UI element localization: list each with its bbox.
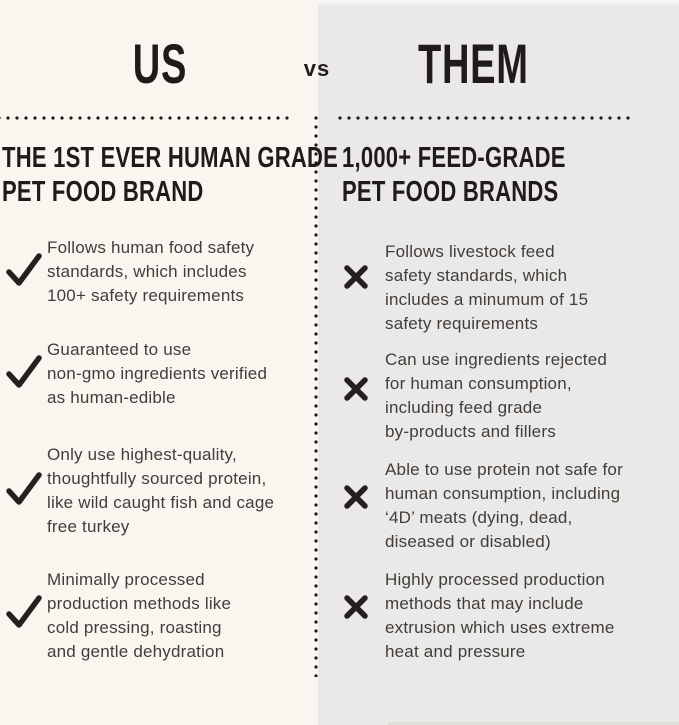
list-item: Minimally processed production methods l…	[0, 568, 318, 664]
us-title-text: US	[132, 32, 188, 95]
check-icon	[4, 592, 44, 632]
cross-icon	[343, 376, 369, 402]
bullet-text: Able to use protein not safe for human c…	[385, 460, 623, 551]
list-item: Only use highest-quality, thoughtfully s…	[0, 443, 318, 539]
them-title-text: THEM	[417, 32, 529, 95]
check-icon	[4, 250, 44, 290]
them-title: THEM	[313, 36, 633, 92]
list-item: Highly processed production methods that…	[318, 568, 679, 664]
us-title: US	[0, 36, 320, 92]
panel-bottom-edge	[388, 722, 679, 725]
left-panel-background	[0, 0, 318, 725]
bullet-text: Can use ingredients rejected for human c…	[385, 350, 608, 441]
cross-icon	[343, 594, 369, 620]
vs-label: vs	[303, 56, 331, 81]
list-item: Guaranteed to use non-gmo ingredients ve…	[0, 338, 318, 410]
cross-icon	[343, 484, 369, 510]
left-column-heading: THE 1ST EVER HUMAN GRADE PET FOOD BRAND	[2, 142, 339, 208]
list-item: Follows human food safety standards, whi…	[0, 236, 318, 308]
left-dotted-divider	[0, 116, 292, 120]
bullet-text: Highly processed production methods that…	[385, 570, 615, 661]
check-icon	[4, 469, 44, 509]
list-item: Able to use protein not safe for human c…	[318, 458, 679, 554]
bullet-text: Only use highest-quality, thoughtfully s…	[47, 445, 275, 536]
list-item: Can use ingredients rejected for human c…	[318, 348, 679, 444]
cross-icon	[343, 264, 369, 290]
right-column-heading: 1,000+ FEED-GRADE PET FOOD BRANDS	[342, 142, 566, 208]
right-panel-background	[318, 0, 679, 725]
bullet-text: Minimally processed production methods l…	[47, 570, 232, 661]
bullet-text: Guaranteed to use non-gmo ingredients ve…	[47, 340, 268, 407]
right-dotted-divider	[338, 116, 630, 120]
check-icon	[4, 352, 44, 392]
bullet-text: Follows livestock feed safety standards,…	[385, 242, 589, 333]
list-item: Follows livestock feed safety standards,…	[318, 240, 679, 336]
vertical-dotted-divider	[314, 116, 318, 677]
panel-top-edge	[318, 0, 679, 6]
bullet-text: Follows human food safety standards, whi…	[47, 238, 255, 305]
